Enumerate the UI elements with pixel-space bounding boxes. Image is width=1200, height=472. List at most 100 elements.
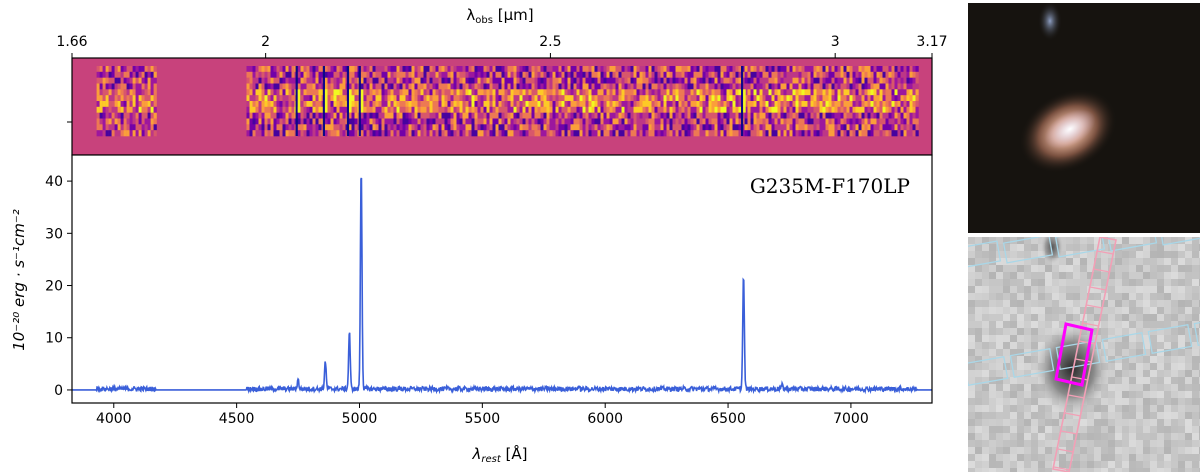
- stamp-noise-pixel: [1143, 377, 1150, 384]
- stamp-noise-pixel: [1150, 398, 1157, 405]
- spectrum-2d-pixel: [300, 77, 304, 84]
- spectrum-2d-pixel: [453, 71, 457, 78]
- spectrum-2d-pixel: [603, 101, 607, 108]
- msa-shutter: [1002, 237, 1054, 264]
- stamp-noise-pixel: [968, 272, 975, 279]
- spectrum-2d-pixel: [429, 77, 433, 84]
- spectrum-2d-pixel: [570, 112, 574, 119]
- stamp-noise-pixel: [1192, 272, 1199, 279]
- spectrum-2d-pixel: [534, 118, 538, 125]
- stamp-noise-pixel: [1192, 258, 1199, 265]
- spectrum-2d-pixel: [765, 83, 769, 90]
- spectrum-2d-pixel: [852, 71, 856, 78]
- spectrum-2d-pixel: [762, 71, 766, 78]
- stamp-noise-pixel: [1150, 391, 1157, 398]
- spectrum-2d-pixel: [108, 106, 112, 113]
- spectrum-2d-pixel: [819, 83, 823, 90]
- spectrum-2d-pixel: [393, 118, 397, 125]
- spectrum-2d-pixel: [336, 95, 340, 102]
- spectrum-2d-pixel: [801, 101, 805, 108]
- spectrum-2d-pixel: [633, 124, 637, 131]
- spectrum-2d-pixel: [714, 112, 718, 119]
- spectrum-2d-pixel: [693, 83, 697, 90]
- spectrum-2d-pixel: [675, 101, 679, 108]
- spectrum-2d-pixel: [798, 77, 802, 84]
- stamp-noise-pixel: [1164, 405, 1171, 412]
- spectrum-2d-pixel: [726, 83, 730, 90]
- stamp-noise-pixel: [1122, 398, 1129, 405]
- stamp-noise-pixel: [968, 244, 975, 251]
- spectrum-2d-pixel: [696, 130, 700, 137]
- spectrum-2d-pixel: [552, 66, 556, 73]
- stamp-noise-pixel: [1017, 335, 1024, 342]
- stamp-noise-pixel: [1101, 272, 1108, 279]
- spectrum-2d-pixel: [366, 130, 370, 137]
- spectrum-2d-pixel: [579, 130, 583, 137]
- spectrum-2d-pixel: [744, 71, 748, 78]
- spectrum-2d-pixel: [519, 77, 523, 84]
- stamp-noise-pixel: [1017, 314, 1024, 321]
- spectrum-2d-pixel: [537, 77, 541, 84]
- spectrum-2d-pixel: [369, 95, 373, 102]
- spectrum-2d-pixel: [597, 118, 601, 125]
- stamp-noise-pixel: [1185, 426, 1192, 433]
- spectrum-2d-pixel: [573, 71, 577, 78]
- spectrum-2d-pixel: [762, 83, 766, 90]
- spectrum-2d-pixel: [870, 124, 874, 131]
- stamp-noise-pixel: [1094, 454, 1101, 461]
- spectrum-2d-pixel: [624, 112, 628, 119]
- spectrum-2d-pixel: [591, 130, 595, 137]
- spectrum-2d-pixel: [333, 118, 337, 125]
- spectrum-2d-pixel: [783, 118, 787, 125]
- spectrum-2d-pixel: [423, 83, 427, 90]
- spectrum-2d-pixel: [438, 66, 442, 73]
- spectrum-2d-pixel: [600, 101, 604, 108]
- stamp-noise-pixel: [1038, 412, 1045, 419]
- stamp-noise-pixel: [1017, 258, 1024, 265]
- stamp-noise-pixel: [996, 307, 1003, 314]
- spectrum-2d-pixel: [600, 71, 604, 78]
- spectrum-2d-pixel: [651, 66, 655, 73]
- stamp-noise-pixel: [1003, 307, 1010, 314]
- spectrum-2d-pixel: [651, 101, 655, 108]
- spectrum-2d-pixel: [768, 66, 772, 73]
- spectrum-2d-pixel: [396, 106, 400, 113]
- spectrum-2d-pixel: [702, 83, 706, 90]
- spectrum-2d-pixel: [705, 124, 709, 131]
- spectrum-2d-pixel: [648, 130, 652, 137]
- spectrum-2d-pixel: [714, 130, 718, 137]
- spectrum-2d-pixel: [498, 118, 502, 125]
- stamp-noise-pixel: [968, 370, 975, 377]
- spectrum-2d-pixel: [459, 101, 463, 108]
- spectrum-2d-pixel: [660, 101, 664, 108]
- grating-annotation: G235M-F170LP: [750, 174, 910, 198]
- stamp-noise-pixel: [996, 363, 1003, 370]
- stamp-noise-pixel: [975, 335, 982, 342]
- stamp-noise-pixel: [968, 237, 975, 244]
- spectrum-2d-pixel: [621, 95, 625, 102]
- stamp-noise-pixel: [1150, 405, 1157, 412]
- spectrum-2d-pixel: [102, 83, 106, 90]
- stamp-noise-pixel: [1122, 251, 1129, 258]
- spectrum-2d-pixel: [384, 101, 388, 108]
- stamp-noise-pixel: [975, 391, 982, 398]
- stamp-noise-pixel: [975, 405, 982, 412]
- spectrum-2d-pixel: [861, 112, 865, 119]
- spectrum-2d-pixel: [897, 89, 901, 96]
- spectrum-2d-pixel: [576, 89, 580, 96]
- stamp-noise-pixel: [968, 398, 975, 405]
- spectrum-2d-pixel: [447, 124, 451, 131]
- spectrum-2d-pixel: [846, 95, 850, 102]
- spectrum-2d-pixel: [747, 77, 751, 84]
- spectrum-2d-pixel: [495, 71, 499, 78]
- spectrum-2d-pixel: [138, 83, 142, 90]
- spectrum-2d-pixel: [894, 106, 898, 113]
- spectrum-2d-pixel: [303, 95, 307, 102]
- spectrum-2d-pixel: [519, 118, 523, 125]
- spectrum-2d-pixel: [666, 89, 670, 96]
- spectrum-2d-pixel: [783, 95, 787, 102]
- spectrum-2d-pixel: [543, 124, 547, 131]
- spectrum-2d-pixel: [441, 71, 445, 78]
- spectrum-2d-pixel: [681, 124, 685, 131]
- spectrum-2d-pixel: [810, 77, 814, 84]
